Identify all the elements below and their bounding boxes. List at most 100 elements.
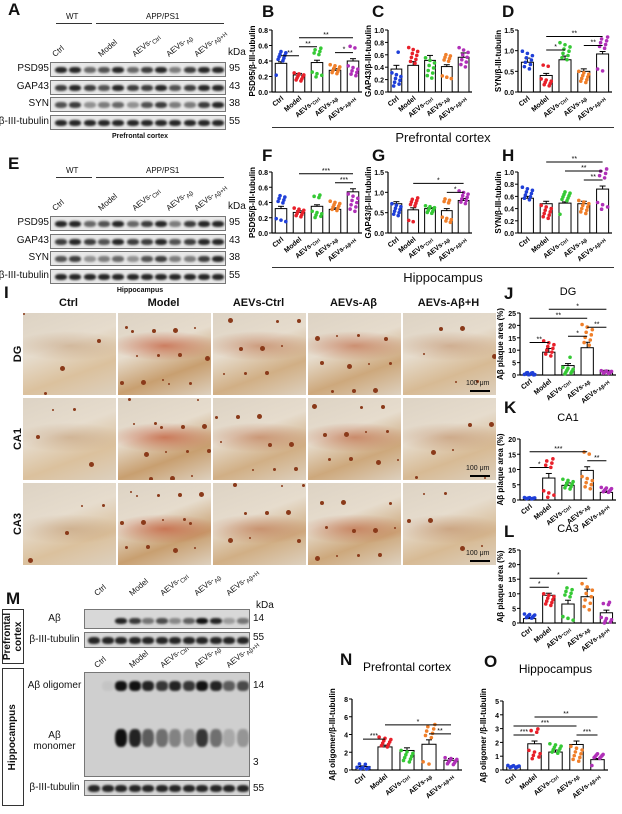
data-point [568, 487, 572, 491]
data-point [601, 489, 606, 494]
data-point [544, 599, 549, 603]
data-point [314, 75, 318, 79]
group-sub: Ctrl [424, 237, 435, 248]
data-point [569, 371, 573, 375]
data-point [529, 616, 534, 620]
plaque-spot [228, 538, 233, 543]
blot-band [169, 785, 181, 792]
x-tick-label: Ctrl [504, 773, 518, 786]
blot-band [142, 618, 154, 624]
data-point [335, 71, 339, 76]
plaque-spot [189, 382, 192, 385]
data-point [587, 343, 592, 347]
blot-band [140, 119, 153, 126]
data-point [409, 754, 414, 758]
data-point [606, 602, 611, 607]
lane-name: AEVs- [224, 648, 248, 670]
data-point [531, 753, 536, 758]
plaque-spot [439, 327, 443, 331]
group-sub: Ctrl [562, 379, 573, 390]
data-point [589, 594, 594, 599]
lane-label: AEVs-Aβ [165, 186, 196, 214]
plaque-spot [191, 475, 193, 477]
plaque-spot [173, 548, 178, 553]
y-axis-label: PSD95/β-III-tubulin [248, 25, 257, 96]
data-point [398, 207, 402, 212]
plaque-spot [423, 493, 425, 495]
data-point [532, 750, 537, 754]
plaque-spot [423, 353, 425, 355]
data-point [590, 588, 595, 592]
blot-band [236, 637, 249, 644]
lane-name: AEVs- [192, 648, 216, 670]
blot-band [112, 67, 125, 73]
group-name: Ctrl [518, 95, 532, 108]
plaque-spot [407, 519, 411, 523]
blot-band [126, 256, 139, 262]
y-tick-label: 0.2 [374, 78, 384, 85]
y-tick-label: 10 [508, 468, 516, 475]
y-tick-label: 2 [495, 740, 499, 747]
data-point [399, 74, 403, 79]
panel-letter: F [262, 146, 273, 165]
blot-band [198, 221, 210, 227]
data-point [449, 76, 454, 81]
lane-label: Ctrl [51, 198, 68, 215]
app-label: APP/PS1 [146, 12, 180, 21]
blot-band [126, 273, 139, 280]
blot-band [236, 681, 249, 691]
data-point [278, 193, 282, 198]
plaque-spot [492, 354, 496, 359]
group-name: Ctrl [520, 503, 534, 516]
y-tick-label: 25 [508, 548, 516, 555]
blot-band [142, 785, 154, 792]
data-point [605, 205, 610, 209]
data-point [357, 762, 362, 766]
plaque-spot [484, 477, 486, 479]
plaque-spot [28, 558, 33, 563]
lane-name: Model [127, 576, 151, 598]
lane-name: Ctrl [50, 43, 66, 59]
blot-band [198, 119, 210, 126]
panel-letter: A [8, 0, 21, 19]
data-point [584, 211, 588, 216]
data-point [411, 751, 415, 756]
blot-band [183, 119, 196, 126]
data-point [463, 201, 468, 206]
group-sub: Ctrl [562, 627, 573, 638]
data-point [605, 35, 610, 39]
data-point [541, 339, 546, 343]
blot-band [169, 84, 182, 91]
data-point [390, 201, 394, 206]
blot-band [140, 238, 153, 245]
data-point [315, 71, 319, 76]
blot-band [155, 221, 168, 227]
data-point [299, 79, 303, 83]
blot-band [169, 221, 182, 227]
blot-band [69, 84, 82, 91]
kda-label: kDa [228, 47, 246, 58]
data-point [563, 593, 567, 597]
bar [542, 477, 556, 501]
data-point [588, 601, 593, 606]
x-tick-label: AEVs-Aβ+H [437, 95, 468, 123]
y-tick-label: 1.0 [374, 28, 384, 35]
data-point [536, 727, 540, 731]
data-point [529, 191, 534, 196]
lane-name: AEVs- [164, 37, 188, 59]
blot-band [155, 273, 168, 280]
plaque-spot [325, 526, 328, 529]
blot-band [212, 84, 225, 91]
data-point [541, 592, 546, 596]
x-tick-label: Ctrl [518, 95, 532, 108]
plaque-spot [89, 462, 94, 467]
blot-band [183, 221, 196, 227]
y-tick-label: 1.5 [504, 28, 514, 35]
data-point [582, 70, 586, 75]
blot-band [212, 221, 225, 227]
plaque-spot [357, 554, 360, 557]
plaque-spot [160, 426, 163, 429]
lane-label: AEVs-Ctrl [131, 185, 163, 214]
data-point [578, 79, 583, 83]
